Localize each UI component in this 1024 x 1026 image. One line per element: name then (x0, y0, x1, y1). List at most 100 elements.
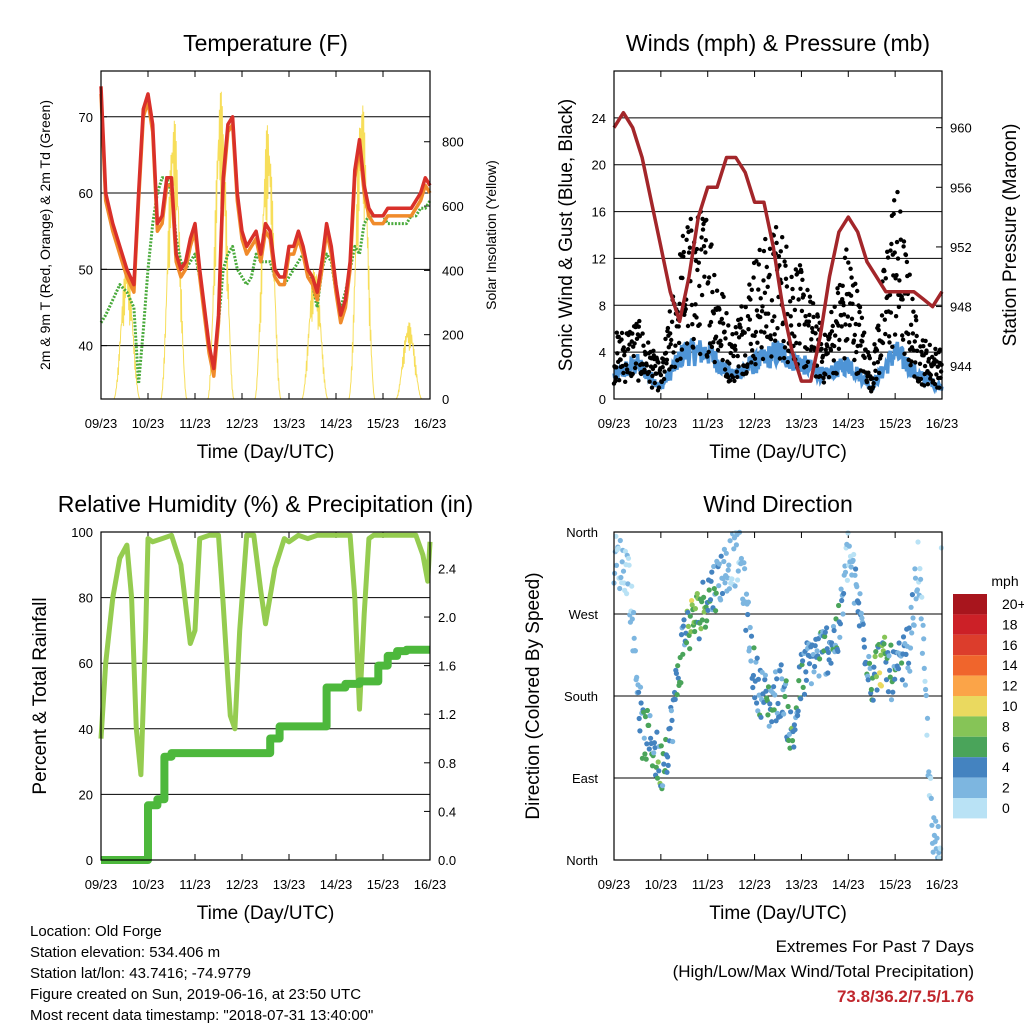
direction-point (798, 696, 804, 702)
direction-point (613, 562, 620, 569)
direction-point (886, 653, 892, 659)
direction-point (858, 610, 864, 617)
gust-point (810, 326, 815, 331)
direction-point (675, 663, 681, 669)
direction-point (738, 555, 745, 562)
gust-point (806, 319, 812, 324)
direction-point (817, 656, 823, 662)
gust-point (782, 259, 787, 264)
direction-point (673, 670, 680, 677)
gust-point (730, 375, 736, 380)
gust-point (933, 346, 938, 352)
direction-point (665, 754, 671, 760)
gust-point (801, 293, 806, 298)
gust-point (637, 334, 642, 339)
direction-point (699, 617, 705, 623)
gust-point (754, 308, 760, 313)
direction-point (647, 713, 653, 719)
direction-point (887, 667, 893, 673)
direction-point (822, 633, 828, 640)
direction-point (767, 701, 773, 707)
extremes-subheading: (High/Low/Max Wind/Total Precipitation) (672, 962, 974, 981)
y-tick-label: North (566, 525, 598, 540)
gust-point (785, 311, 790, 317)
direction-point (812, 663, 818, 670)
gust-point (763, 236, 768, 242)
extremes-heading: Extremes For Past 7 Days (775, 937, 974, 956)
gust-point (747, 317, 753, 322)
series-sonic-wind (612, 337, 944, 395)
gust-point (619, 337, 624, 342)
y-tick-label: 100 (71, 525, 93, 540)
direction-point (713, 608, 719, 614)
gust-point (756, 262, 761, 267)
gust-point (691, 345, 696, 350)
gust-point (851, 338, 857, 343)
gust-point (688, 216, 693, 222)
gust-point (728, 350, 733, 356)
gust-point (887, 292, 893, 298)
gust-point (820, 353, 826, 359)
gust-point (792, 307, 798, 313)
direction-point (888, 642, 894, 648)
gust-point (790, 286, 795, 292)
legend-label: 12 (1002, 678, 1018, 694)
gust-point (739, 304, 744, 309)
direction-point (754, 700, 760, 706)
direction-point (711, 586, 717, 592)
gust-point (891, 211, 896, 217)
direction-point (672, 696, 678, 703)
direction-point (665, 762, 671, 769)
y-tick-label: 20 (79, 787, 93, 802)
gust-point (795, 270, 801, 275)
gust-point (845, 314, 850, 319)
direction-point (928, 775, 934, 781)
legend-label: 14 (1002, 657, 1018, 673)
gust-point (709, 344, 715, 350)
direction-point (873, 649, 879, 655)
gust-point (792, 334, 797, 339)
gust-point (888, 310, 894, 315)
gust-point (632, 365, 638, 371)
gust-point (646, 340, 651, 345)
x-tick-label: 14/23 (320, 877, 353, 892)
gust-point (770, 318, 775, 324)
legend-swatch (953, 675, 987, 696)
direction-point (688, 629, 694, 635)
gust-point (773, 338, 778, 343)
direction-point (868, 686, 875, 693)
y-tick-label: 0 (599, 392, 606, 407)
direction-point (753, 659, 759, 665)
gust-point (653, 363, 658, 369)
gust-point (721, 294, 726, 299)
gust-point (677, 301, 682, 306)
direction-point (651, 750, 657, 756)
gust-point (857, 305, 863, 310)
y-axis-label: Percent & Total Rainfall (30, 597, 51, 794)
y2-tick-label: 1.2 (438, 707, 456, 722)
gust-point (890, 344, 895, 349)
gust-point (775, 326, 780, 331)
direction-point (705, 607, 711, 614)
gust-point (760, 356, 766, 362)
y-axis-label: Direction (Colored By Speed) (523, 572, 544, 819)
direction-point (661, 761, 667, 767)
x-tick-label: 13/23 (273, 877, 306, 892)
gust-point (806, 323, 811, 328)
legend-swatch (953, 594, 987, 615)
plot-frame (613, 531, 943, 861)
gust-point (706, 280, 711, 285)
y2-axis-label: Solar Insolation (Yellow) (483, 160, 499, 310)
extremes-box: Extremes For Past 7 Days (High/Low/Max W… (673, 934, 974, 1009)
x-tick-label: 09/23 (85, 416, 118, 431)
direction-point (626, 562, 632, 568)
panel-2: Winds (mph) & Pressure (mb) Time (Day/UTC… (556, 30, 1021, 463)
direction-point (878, 652, 884, 658)
gust-point (846, 260, 851, 265)
gust-point (911, 309, 916, 314)
gust-point (614, 365, 619, 370)
gust-point (892, 332, 898, 337)
direction-point (881, 641, 887, 647)
direction-point (921, 665, 927, 672)
direction-point (689, 602, 695, 608)
